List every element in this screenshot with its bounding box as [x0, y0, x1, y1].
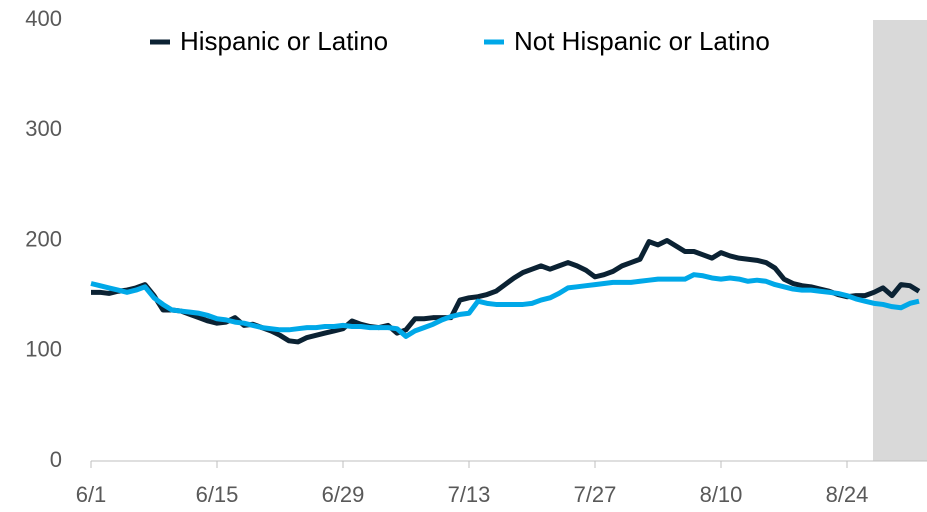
x-tick-label: 7/13 [448, 482, 491, 507]
x-tick-label: 6/29 [322, 482, 365, 507]
y-tick-label: 100 [25, 337, 62, 362]
x-tick-label: 8/10 [700, 482, 743, 507]
x-tick-label: 8/24 [826, 482, 869, 507]
shaded-region [873, 20, 927, 461]
y-tick-label: 0 [50, 447, 62, 472]
y-tick-label: 200 [25, 226, 62, 251]
x-tick-label: 6/1 [76, 482, 107, 507]
x-tick-label: 6/15 [196, 482, 239, 507]
legend-label: Not Hispanic or Latino [514, 26, 770, 56]
y-tick-label: 400 [25, 6, 62, 31]
legend-label: Hispanic or Latino [180, 26, 388, 56]
series-line [90, 272, 920, 339]
x-tick-label: 7/27 [574, 482, 617, 507]
y-tick-label: 300 [25, 116, 62, 141]
